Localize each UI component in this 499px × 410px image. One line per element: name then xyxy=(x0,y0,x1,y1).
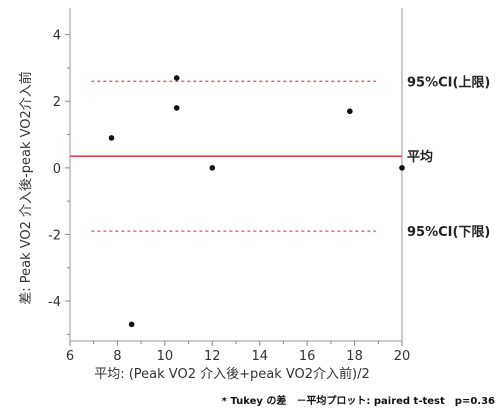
x-ticks: 6 8 10 12 14 16 18 20 xyxy=(66,341,410,364)
x-tick-label: 18 xyxy=(346,349,363,364)
mean-line-label: 平均 xyxy=(407,149,433,165)
data-point xyxy=(173,105,180,111)
x-tick-label: 12 xyxy=(204,349,221,364)
y-tick-label: 0 xyxy=(53,162,61,177)
data-point xyxy=(347,108,353,115)
y-tick-label: 4 xyxy=(53,29,61,44)
reference-lines xyxy=(70,80,402,232)
y-tick-label: 2 xyxy=(53,95,61,110)
y-tick-label: -2 xyxy=(48,228,61,243)
plot-area xyxy=(69,8,403,342)
data-point xyxy=(173,75,180,81)
data-points xyxy=(108,75,405,328)
data-point xyxy=(108,135,115,141)
footnote: * Tukey の差 －平均プロット: paired t-test p=0.36 xyxy=(222,394,495,407)
reference-line-labels: 95%CI(上限) 平均 95%CI(下限) xyxy=(407,75,490,240)
data-point xyxy=(128,321,135,328)
x-tick-label: 16 xyxy=(299,349,316,364)
x-tick-label: 8 xyxy=(113,349,121,364)
x-tick-label: 6 xyxy=(66,349,74,364)
y-tick-label: -4 xyxy=(48,295,61,310)
x-tick-label: 20 xyxy=(394,349,411,364)
x-tick-label: 14 xyxy=(251,349,268,364)
data-point xyxy=(209,165,216,171)
ci-line-label: 95%CI(下限) xyxy=(407,225,490,240)
ci-line-label: 95%CI(上限) xyxy=(407,75,490,90)
y-ticks: -4 -2 0 2 4 xyxy=(48,29,70,335)
data-point xyxy=(399,165,405,171)
y-axis-title: 差: Peak VO2 介入後-peak VO2介入前 xyxy=(18,71,34,305)
x-tick-label: 10 xyxy=(157,349,174,364)
x-axis-title: 平均: (Peak VO2 介入後+peak VO2介入前)/2 xyxy=(94,366,370,382)
